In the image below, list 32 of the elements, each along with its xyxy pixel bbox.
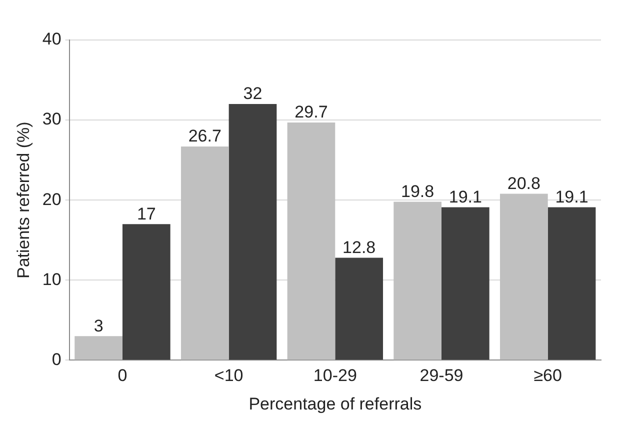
data-label: 17 xyxy=(136,204,156,224)
x-tick-label: 0 xyxy=(118,366,128,386)
bar xyxy=(180,146,229,360)
data-label: 32 xyxy=(243,84,262,104)
y-tick-label: 40 xyxy=(42,30,62,49)
bar xyxy=(441,207,490,360)
data-label: 29.7 xyxy=(294,102,328,122)
data-label: 26.7 xyxy=(188,126,222,146)
y-axis-title: Patients referred (%) xyxy=(14,122,33,279)
bar xyxy=(335,258,384,360)
y-tick-label: 10 xyxy=(42,270,62,289)
x-tick-label: 29-59 xyxy=(420,366,464,386)
x-axis-title: Percentage of referrals xyxy=(248,394,422,414)
x-tick-label: ≥60 xyxy=(534,366,562,386)
bar xyxy=(548,207,596,360)
bar xyxy=(122,224,170,360)
data-label: 12.8 xyxy=(342,238,376,257)
x-tick-label: 10-29 xyxy=(313,366,357,386)
y-tick-label: 0 xyxy=(52,350,62,369)
data-label: 19.1 xyxy=(555,187,588,206)
data-label: 19.8 xyxy=(401,182,434,201)
bar xyxy=(74,336,122,360)
data-label: 3 xyxy=(94,316,104,336)
data-label: 20.8 xyxy=(507,174,540,193)
bar xyxy=(500,194,548,360)
data-label: 19.1 xyxy=(448,187,482,206)
bar xyxy=(287,122,336,360)
x-tick-label: <10 xyxy=(214,366,244,386)
bar xyxy=(394,202,442,360)
y-tick-label: 30 xyxy=(42,110,62,129)
bar xyxy=(228,104,277,360)
y-tick-label: 20 xyxy=(42,190,62,209)
